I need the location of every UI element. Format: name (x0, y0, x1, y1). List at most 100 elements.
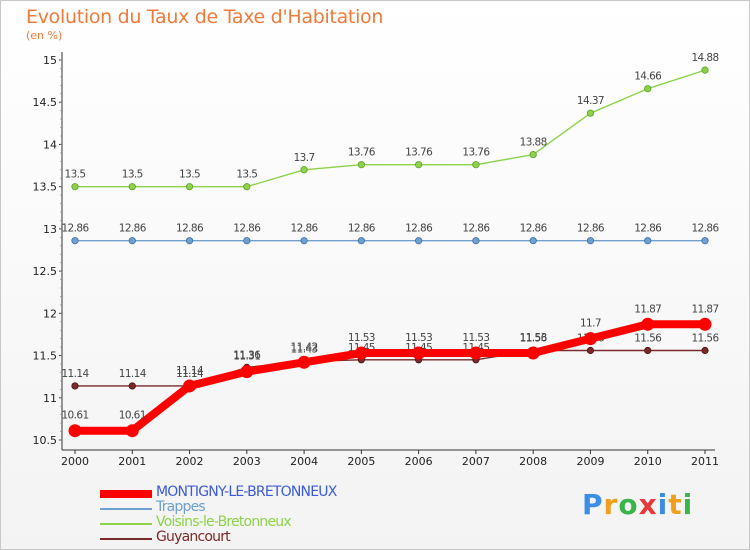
data-point (529, 150, 537, 159)
data-point (586, 109, 595, 117)
data-label: 11.87 (634, 303, 661, 315)
data-point (243, 183, 251, 191)
data-point (125, 424, 139, 438)
data-point (698, 317, 712, 331)
data-label: 11.56 (691, 332, 719, 344)
data-label: 12.86 (348, 223, 376, 235)
data-point (357, 161, 365, 169)
x-tick-label: 2007 (462, 455, 490, 468)
data-point (415, 237, 423, 245)
x-tick-label: 2010 (634, 455, 662, 468)
data-point (300, 237, 308, 245)
data-label: 12.86 (577, 223, 605, 235)
data-point (357, 237, 365, 245)
data-label: 11.36 (233, 349, 261, 361)
x-tick-label: 2008 (519, 455, 547, 468)
data-point (185, 237, 194, 245)
data-point (183, 379, 197, 393)
data-label: 14.37 (577, 95, 604, 107)
data-point (472, 237, 480, 245)
data-label: 12.86 (691, 223, 719, 235)
data-label: 12.86 (291, 223, 319, 235)
data-label: 11.53 (348, 332, 375, 344)
x-tick-label: 2009 (576, 455, 604, 468)
data-label: 12.86 (61, 223, 89, 235)
legend-label: MONTIGNY-LE-BRETONNEUX (156, 484, 337, 500)
data-point (354, 346, 368, 360)
data-point (415, 161, 423, 169)
data-label: 11.14 (61, 368, 89, 380)
x-tick-label: 2011 (691, 455, 719, 468)
series-line (74, 349, 706, 387)
data-label: 12.86 (462, 223, 490, 235)
data-point (586, 346, 595, 355)
y-tick-label: 14.5 (33, 96, 58, 109)
data-label: 12.86 (520, 223, 548, 235)
y-tick-label: 11 (43, 392, 57, 405)
y-tick-label: 12.5 (33, 265, 58, 278)
data-label: 11.14 (176, 368, 204, 380)
data-point (526, 346, 540, 360)
data-label: 11.53 (520, 332, 547, 344)
data-point (583, 332, 597, 346)
data-label: 14.88 (691, 52, 718, 64)
data-label: 11.42 (291, 341, 318, 353)
data-label: 13.5 (122, 169, 143, 181)
data-label: 13.5 (236, 169, 257, 181)
y-tick-label: 13 (43, 223, 57, 236)
data-point (68, 424, 82, 438)
data-label: 13.76 (462, 147, 490, 159)
x-tick-label: 2002 (176, 455, 204, 468)
data-point (412, 346, 426, 360)
data-point (641, 317, 655, 331)
x-tick-label: 2000 (61, 455, 89, 468)
data-point (300, 166, 308, 174)
x-tick-label: 2001 (118, 455, 146, 468)
data-label: 11.14 (176, 365, 204, 377)
data-label: 13.7 (294, 152, 315, 164)
x-tick-label: 2006 (405, 455, 433, 468)
data-point (71, 237, 79, 245)
y-tick-label: 11.5 (33, 350, 58, 363)
data-point (701, 237, 709, 245)
legend-swatch (100, 538, 152, 540)
data-label: 13.5 (179, 169, 200, 181)
data-point (701, 66, 709, 74)
data-label: 13.5 (65, 169, 86, 181)
data-point (71, 183, 79, 191)
data-label: 10.61 (119, 410, 146, 422)
data-point (472, 161, 480, 169)
y-axis-unit: (en %) (26, 29, 63, 42)
data-label: 11.31 (233, 351, 260, 363)
legend-swatch (100, 508, 152, 510)
legend-swatch (100, 523, 152, 525)
legend-label: Guyancourt (156, 529, 231, 545)
legend-label: Trappes (156, 499, 206, 515)
data-point (701, 346, 709, 355)
data-point (644, 85, 652, 93)
data-point (586, 237, 595, 245)
data-label: 14.66 (634, 71, 662, 83)
y-tick-label: 10.5 (33, 434, 58, 447)
data-point (185, 183, 194, 191)
y-tick-label: 12 (43, 307, 57, 320)
data-point (644, 237, 652, 245)
data-point (469, 346, 483, 360)
data-point (71, 382, 79, 390)
data-label: 13.88 (520, 137, 547, 149)
x-tick-label: 2003 (233, 455, 261, 468)
data-label: 12.86 (119, 223, 147, 235)
x-tick-label: 2004 (290, 455, 318, 468)
data-label: 11.53 (462, 332, 489, 344)
chart-title: Evolution du Taux de Taxe d'Habitation (26, 6, 384, 28)
data-label: 11.43 (291, 343, 318, 355)
data-label: 11.56 (520, 332, 548, 344)
proxiti-logo: Proxiti (582, 488, 694, 521)
legend-label: Voisins-le-Bretonneux (156, 514, 292, 530)
data-label: 13.76 (348, 147, 376, 159)
data-label: 12.86 (405, 223, 433, 235)
data-label: 10.61 (61, 410, 88, 422)
y-tick-label: 15 (43, 54, 57, 67)
